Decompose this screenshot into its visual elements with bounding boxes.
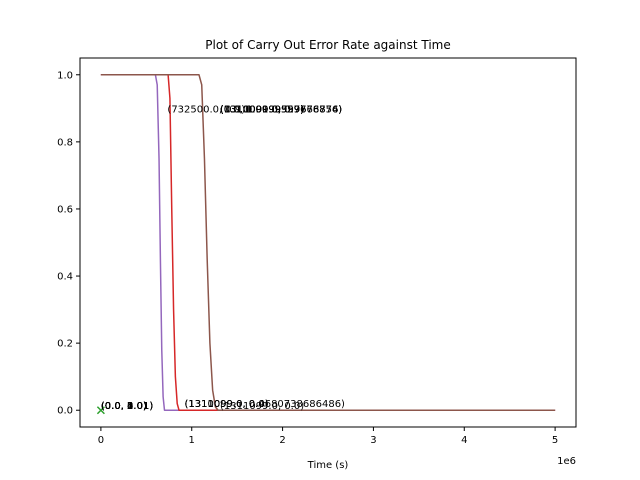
plot-area: (732500.0, 0.9)(1310000.0, 0.9)(1310099.…: [79, 57, 577, 428]
x-tick-label: 5: [552, 435, 558, 446]
y-tick-label: 0.0: [57, 406, 73, 417]
marker-layer: [96, 406, 105, 415]
y-axis: 0.0 0.2 0.4 0.6 0.8 1.0: [57, 70, 80, 417]
annotation-label: (1311099.0, 0.4680738686486): [184, 399, 345, 410]
x-tick-label: 2: [279, 435, 285, 446]
series-line-2: [100, 74, 556, 411]
annotation-label: (0.0, 2.0): [101, 401, 147, 412]
annotation-label: (0.0, 3.0): [101, 401, 147, 412]
annotation-label: (0.0, 1.0999597676876): [220, 104, 342, 115]
series-line-3: [100, 74, 556, 411]
series-layer: [100, 74, 556, 411]
annotation-label: (0.0, 0.0199959768754): [220, 104, 342, 115]
x-axis-label: Time (s): [307, 460, 349, 471]
annotation-label: (1311099.0, 0.0): [184, 399, 268, 410]
annotation-layer: (732500.0, 0.9)(1310000.0, 0.9)(1310099.…: [101, 104, 345, 412]
axes-frame: [79, 57, 577, 428]
y-tick-label: 0.8: [57, 137, 73, 148]
x-marker: [96, 406, 105, 415]
annotation-label: (1310099.0, 0.0): [184, 399, 268, 410]
annotation-label: (1310000.0, 0.9): [220, 104, 304, 115]
annotation-label: (0.0, 3.01): [101, 401, 153, 412]
y-tick-label: 1.0: [57, 70, 73, 81]
annotation-label: (0.0, 1.0999597676876): [220, 104, 342, 115]
annotation-label: (1310099.0, 0.9): [220, 104, 304, 115]
annotation-label: (732500.0, 0.9): [167, 104, 245, 115]
annotation-label: (0.0, 0.0): [101, 401, 147, 412]
chart-title: Plot of Carry Out Error Rate against Tim…: [205, 38, 450, 52]
series-line-1: [100, 74, 556, 411]
annotation-label: (1311090.0, 0.9): [220, 104, 304, 115]
annotation-label: (0.0, 4.0): [101, 401, 147, 412]
x-tick-label: 3: [370, 435, 376, 446]
x-offset-text: 1e6: [557, 456, 576, 467]
annotation-label: (0.0, 1.01): [101, 401, 153, 412]
x-tick-label: 4: [461, 435, 467, 446]
annotation-label: (1311099.0, 0.0): [220, 401, 304, 412]
x-tick-label: 0: [98, 435, 104, 446]
y-tick-label: 0.6: [57, 204, 73, 215]
x-tick-label: 1: [189, 435, 195, 446]
y-tick-label: 0.2: [57, 339, 73, 350]
annotation-label: (0.0, 2.01): [101, 401, 153, 412]
y-tick-label: 0.4: [57, 272, 73, 283]
annotation-label: (0.0, 4.01): [101, 401, 153, 412]
annotation-label: (0.0, 1.0): [101, 401, 147, 412]
x-axis: 0 1 2 3 4 5: [98, 427, 558, 446]
annotation-label: (1310099.0, 0.9): [220, 104, 304, 115]
